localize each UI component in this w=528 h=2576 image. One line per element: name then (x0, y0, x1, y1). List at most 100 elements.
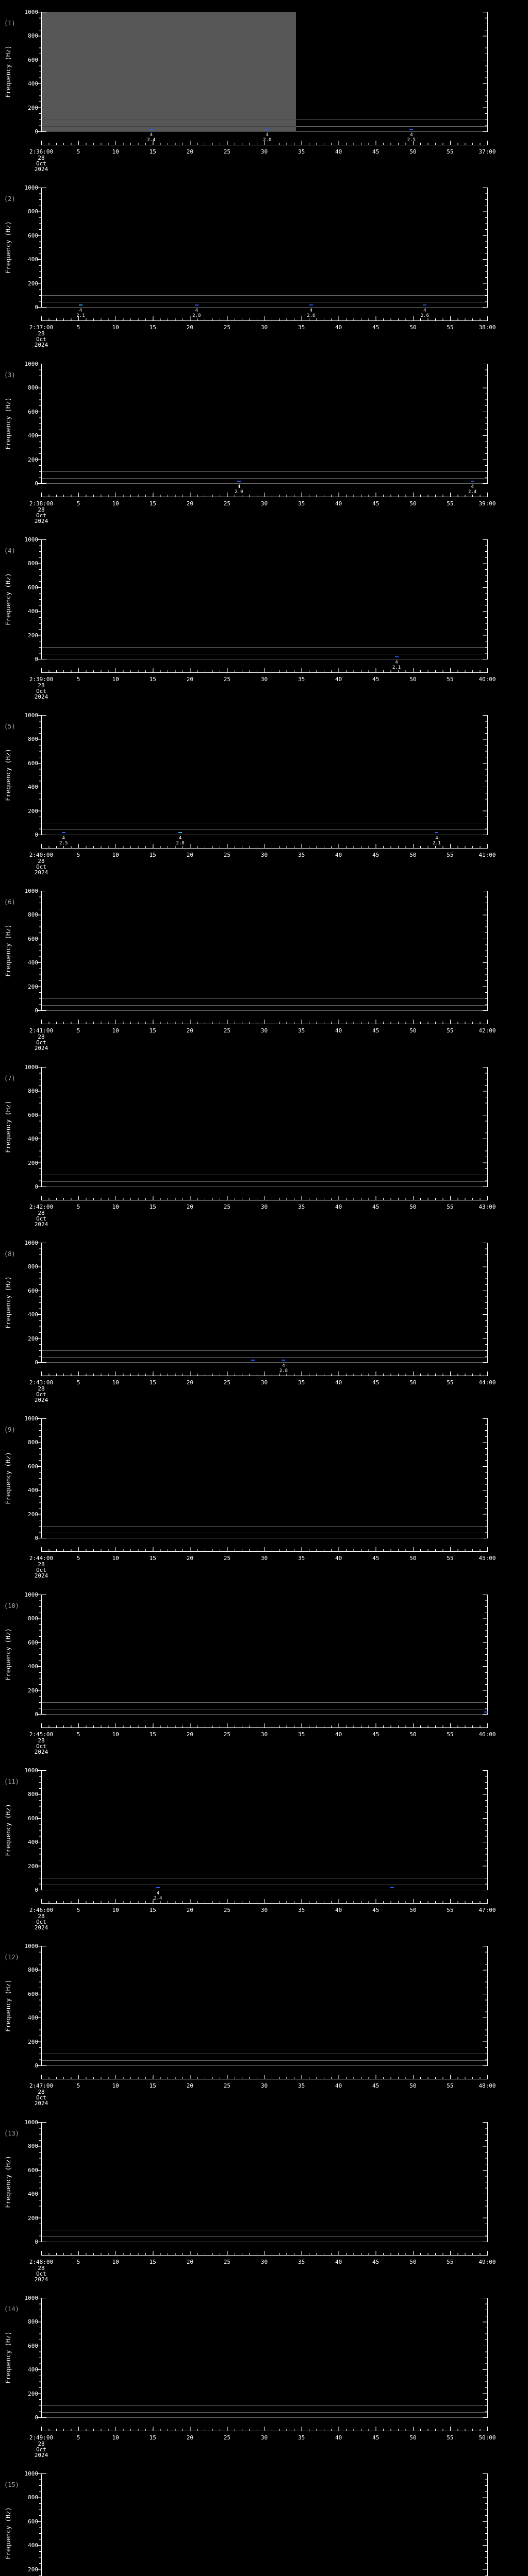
x-axis-line (41, 2255, 488, 2256)
start-time-label: 2:40:00 (29, 852, 54, 858)
event-marker-count-label: 4 (282, 1363, 285, 1368)
y-tick-label: 600 (28, 759, 38, 767)
x-tick-label: 5 (76, 1379, 80, 1386)
x-tick-label: 20 (186, 1731, 193, 1738)
x-tick-label: 10 (112, 500, 119, 507)
y-tick-label: 400 (28, 2542, 38, 2549)
frequency-gridline (42, 2405, 487, 2406)
x-tick-label: 45 (372, 1731, 380, 1738)
y-tick-label: 200 (28, 2038, 38, 2045)
y-tick-label: 200 (28, 807, 38, 815)
event-marker-magnitude-label: 2.8 (176, 841, 185, 846)
date-label: Oct (36, 1039, 46, 1046)
panel-number-label: (2) (4, 195, 15, 202)
frequency-gridline (42, 1005, 487, 1006)
y-tick-label: 1000 (24, 9, 39, 15)
x-major-ticks (41, 1020, 488, 1024)
event-marker-magnitude-label: 2.4 (468, 489, 477, 495)
start-time-label: 2:46:00 (29, 1907, 54, 1913)
y-axis-right (487, 2122, 488, 2242)
x-axis-line (41, 672, 488, 673)
date-label: 28 (38, 2441, 45, 2447)
y-tick-label: 1000 (24, 712, 39, 719)
x-tick-label: 50 (409, 1731, 417, 1738)
x-tick-label: 35 (298, 1731, 305, 1738)
x-tick-label: 15 (149, 2082, 156, 2089)
x-tick-label: 10 (112, 1555, 119, 1562)
x-tick-label: 10 (112, 2259, 119, 2265)
y-major-ticks-right (483, 539, 487, 659)
x-tick-label: 45 (372, 676, 380, 683)
x-tick-label: 5 (76, 1027, 80, 1034)
y-axis-right (487, 891, 488, 1011)
spectrogram-panel: (1) Frequency (Hz) 0 200 400 600 800 1000 4 2.4 4 2… (0, 0, 528, 176)
frequency-gridline (42, 1362, 487, 1363)
date-label: 2024 (34, 1397, 48, 1403)
date-label: Oct (36, 688, 46, 694)
event-marker (265, 129, 269, 130)
spectrogram-panel: (10) Frequency (Hz) 0 200 400 600 800 1000 5 10 15… (0, 1583, 528, 1759)
x-tick-label: 55 (447, 676, 454, 683)
spectrogram-panel: (13) Frequency (Hz) 0 200 400 600 800 1000 5 10 15… (0, 2110, 528, 2286)
y-major-ticks-left (37, 1946, 41, 2066)
x-major-ticks (41, 141, 488, 145)
spectrogram-panel: (3) Frequency (Hz) 0 200 400 600 800 1000 4 2.0 4 2… (0, 352, 528, 528)
frequency-gridline (42, 2417, 487, 2418)
date-label: 2024 (34, 518, 48, 524)
y-axis-left (41, 1595, 42, 1715)
y-tick-label: 200 (28, 104, 38, 111)
y-tick-label: 800 (28, 1967, 38, 1974)
y-major-ticks-left (37, 364, 41, 484)
date-label: 2024 (34, 693, 48, 700)
event-marker-magnitude-label: 2.4 (154, 1896, 162, 1901)
x-tick-label: 10 (112, 324, 119, 331)
x-tick-label: 35 (298, 2434, 305, 2441)
event-marker (309, 304, 313, 306)
frequency-gridline (42, 2060, 487, 2061)
x-major-ticks (41, 1196, 488, 1200)
y-axis-title: Frequency (Hz) (5, 573, 12, 625)
x-axis-line (41, 848, 488, 849)
y-tick-label: 800 (28, 911, 38, 919)
x-tick-label: 30 (260, 1555, 268, 1562)
x-tick-label: 40 (335, 1027, 342, 1034)
axis-end-cap (41, 131, 46, 132)
x-tick-label: 45 (372, 324, 380, 331)
y-major-ticks-right (483, 2298, 487, 2418)
x-axis-line (41, 1903, 488, 1904)
y-tick-label: 1000 (24, 888, 39, 894)
frequency-gridline (42, 1702, 487, 1703)
date-label: Oct (36, 1743, 46, 1750)
y-axis-right (487, 2298, 488, 2418)
start-time-label: 2:37:00 (29, 324, 54, 331)
event-marker-count-label: 4 (266, 132, 269, 138)
x-tick-label: 50 (409, 1555, 417, 1562)
x-tick-label: 45 (372, 852, 380, 858)
axis-end-cap (41, 483, 46, 484)
axis-end-cap (41, 2122, 46, 2123)
event-marker-magnitude-label: 2.5 (59, 841, 68, 846)
x-major-ticks (41, 844, 488, 848)
date-label: 28 (38, 1737, 45, 1744)
date-label: 28 (38, 1033, 45, 1040)
event-marker-magnitude-label: 2.8 (279, 1368, 288, 1374)
axis-end-cap (41, 539, 46, 540)
start-time-label: 2:45:00 (29, 1731, 54, 1738)
y-tick-label: 200 (28, 2214, 38, 2222)
date-label: Oct (36, 2446, 46, 2453)
x-tick-label: 15 (149, 1204, 156, 1210)
start-time-label: 2:44:00 (29, 1555, 54, 1562)
y-major-ticks-left (37, 891, 41, 1011)
x-tick-label: 55 (447, 500, 454, 507)
y-major-ticks-right (483, 1595, 487, 1715)
y-tick-label: 1000 (24, 184, 39, 191)
y-tick-label: 0 (35, 128, 38, 135)
y-tick-label: 600 (28, 1639, 38, 1646)
x-major-ticks (41, 1723, 488, 1727)
y-tick-label: 1000 (24, 1767, 39, 1774)
date-label: 2024 (34, 2452, 48, 2459)
y-tick-label: 600 (28, 1815, 38, 1822)
x-tick-label: 15 (149, 852, 156, 858)
x-tick-label: 20 (186, 852, 193, 858)
x-tick-label: 55 (447, 1731, 454, 1738)
